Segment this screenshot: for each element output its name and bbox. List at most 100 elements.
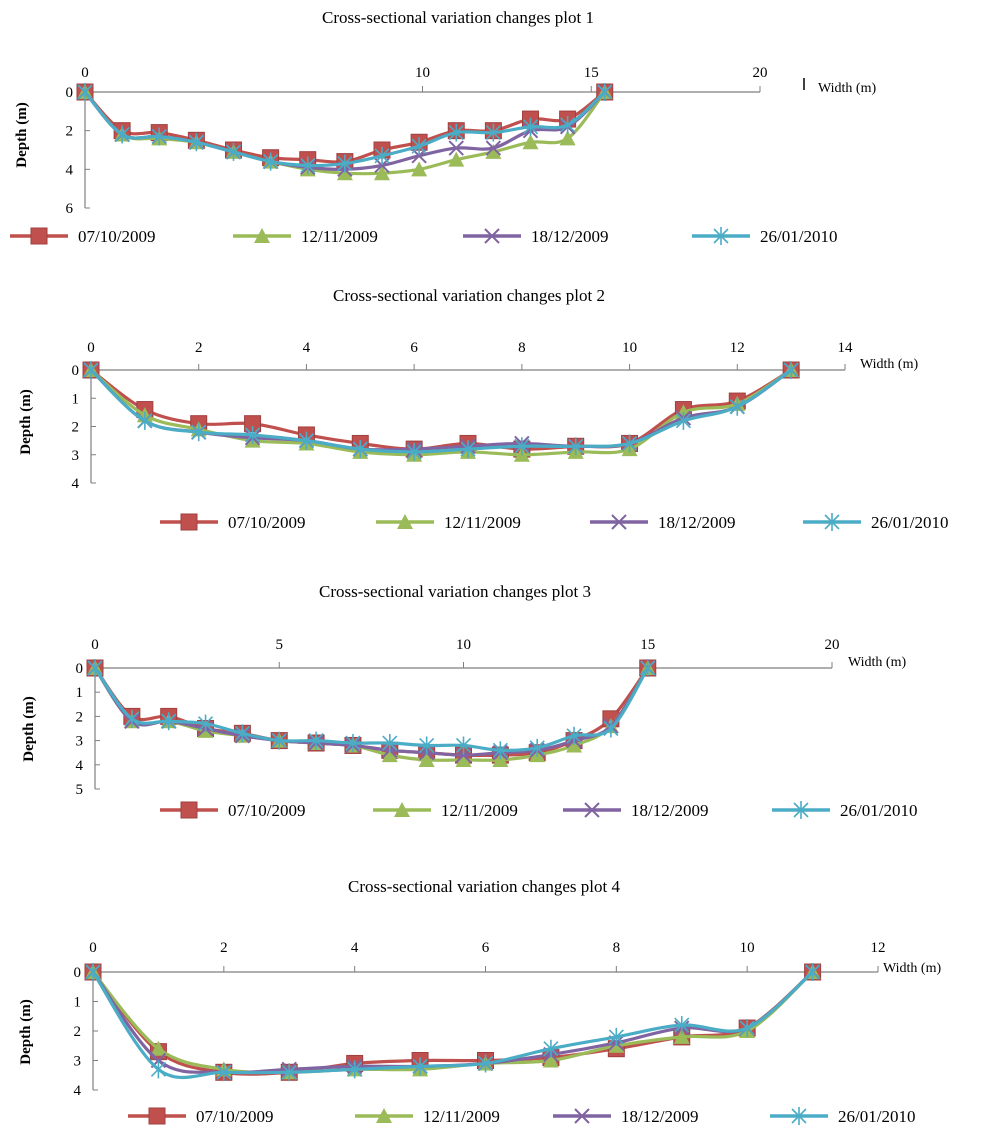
chart-4-legend-item-2: 12/11/2009 — [355, 1107, 500, 1126]
chart-2-y-tick-label: 0 — [72, 363, 80, 379]
legend-label: 07/10/2009 — [78, 227, 155, 246]
chart-1-series-4-point — [485, 123, 501, 142]
chart-2-x-tick-label: 2 — [195, 340, 203, 356]
chart-3-legend-item-1: 07/10/2009 — [160, 801, 305, 820]
chart-1-series-4-point — [114, 125, 130, 144]
chart-1-y-tick-label: 0 — [66, 85, 74, 101]
chart-1-x-tick-label: 20 — [753, 65, 768, 81]
chart-2-series-4-point — [729, 397, 745, 416]
chart-2-y-tick-label: 4 — [72, 476, 80, 492]
chart-4-series-2-point — [542, 1052, 559, 1068]
chart-2-x-tick-label: 14 — [838, 340, 854, 356]
chart-panel-1: Cross-sectional variation changes plot 1… — [14, 8, 876, 168]
chart-4-series-2-point — [673, 1028, 690, 1044]
chart-2-xlabel: Width (m) — [860, 357, 918, 372]
chart-1-series-4-point — [522, 117, 539, 136]
chart-4-x-tick-label: 2 — [220, 940, 228, 956]
chart-4-series-4-point — [805, 963, 821, 981]
legend-label: 18/12/2009 — [531, 227, 608, 246]
chart-4-x-tick-label: 12 — [871, 940, 886, 956]
chart-3-series-4-point — [419, 736, 435, 755]
chart-2-series-4-point — [568, 437, 584, 456]
chart-4-x-tick-label: 8 — [613, 940, 621, 956]
legend-label: 26/01/2010 — [840, 801, 917, 820]
chart-2-series-4-point — [675, 411, 691, 430]
chart-2-title: Cross-sectional variation changes plot 2 — [333, 286, 605, 305]
chart-4-series-4-point — [281, 1063, 297, 1082]
legend-marker — [394, 802, 410, 817]
chart-1-series-4-point — [560, 115, 576, 134]
chart-1-legend-item-4: 26/01/2010 — [692, 227, 837, 246]
chart-3-series-4-point — [603, 719, 619, 738]
chart-1-series-4-point — [374, 146, 390, 165]
chart-3-title: Cross-sectional variation changes plot 3 — [319, 582, 591, 601]
chart-1-series-2-point — [411, 161, 428, 177]
chart-3-x-tick-label: 20 — [825, 637, 840, 653]
chart-1-series-3-point — [448, 140, 464, 156]
chart-2-x-tick-label: 4 — [303, 340, 311, 356]
chart-3-series-4-point — [382, 734, 398, 753]
chart-4-legend-item-4: 26/01/2010 — [770, 1107, 915, 1126]
chart-4-ylabel: Depth (m) — [18, 999, 34, 1064]
chart-4-series-3-line — [91, 970, 814, 1075]
chart-4-series-4-point — [150, 1060, 166, 1079]
legend-marker — [713, 227, 729, 245]
chart-3-y-tick-label: 1 — [76, 685, 84, 701]
chart-1-series-2-point — [448, 151, 465, 167]
chart-3-series-4-point — [455, 736, 472, 755]
chart-4-series-4-point — [412, 1057, 428, 1076]
chart-4-series-4-point — [739, 1019, 755, 1038]
chart-2-series-4-point — [298, 431, 314, 450]
legend-label: 07/10/2009 — [196, 1107, 273, 1126]
chart-3-series-2-point — [418, 751, 435, 767]
chart-4-x-tick-label: 0 — [89, 940, 97, 956]
chart-3-y-tick-label: 2 — [76, 709, 84, 725]
chart-1-series-4-point — [300, 156, 316, 175]
legend-marker — [793, 801, 809, 819]
legend-marker — [484, 228, 500, 244]
chart-3-series-2-point — [492, 751, 509, 767]
chart-3-series-4-point — [161, 712, 177, 731]
chart-4-series-4-point — [347, 1060, 363, 1079]
legend-label: 18/12/2009 — [631, 801, 708, 820]
chart-2-series-4-point — [191, 423, 207, 442]
chart-1-series-4-point — [263, 152, 279, 171]
chart-3-series-4-point — [529, 738, 545, 757]
chart-1-plot: 0 10 15 20 0 2 4 607/10/2009 12/11/2009 18/12/200… — [10, 65, 837, 246]
chart-4-x-tick-label: 4 — [351, 940, 359, 956]
chart-1-series-3-point — [485, 140, 502, 156]
legend-marker — [180, 513, 198, 531]
chart-3-series-4-line — [93, 667, 650, 753]
chart-3-ylabel: Depth (m) — [21, 696, 37, 761]
chart-4-series-2-point — [150, 1040, 167, 1056]
chart-1-series-4-point — [411, 137, 427, 156]
chart-4-series-4-point — [477, 1054, 494, 1073]
chart-4-y-tick-label: 0 — [74, 965, 82, 981]
chart-2-x-tick-label: 10 — [622, 340, 637, 356]
chart-2-x-tick-label: 0 — [87, 340, 95, 356]
chart-1-series-4-point — [597, 83, 613, 101]
chart-3-y-tick-label: 5 — [76, 782, 84, 798]
chart-1-series-4-point — [337, 154, 353, 173]
legend-marker — [574, 1108, 590, 1124]
chart-3-plot: 0 5 10 15 20 0 1 2 3 4 5 07/10/2009 12/11/2009 18/12/… — [76, 637, 918, 820]
chart-3-series-2-point — [455, 751, 472, 767]
legend-label: 12/11/2009 — [423, 1107, 500, 1126]
chart-2-series-4-point — [514, 437, 530, 456]
chart-2-series-4-point — [352, 440, 368, 459]
chart-1-y-tick-label: 2 — [66, 124, 74, 140]
chart-1-series-4-point — [77, 83, 93, 101]
chart-3-series-4-point — [492, 741, 508, 760]
chart-2-y-tick-label: 1 — [72, 391, 80, 407]
chart-1-legend-item-2: 12/11/2009 — [233, 227, 378, 246]
chart-4-y-tick-label: 1 — [74, 995, 82, 1011]
chart-2-x-tick-label: 6 — [410, 340, 418, 356]
chart-3-y-tick-label: 0 — [76, 661, 84, 677]
chart-3-legend-item-4: 26/01/2010 — [772, 801, 917, 820]
legend-label: 18/12/2009 — [658, 513, 735, 532]
chart-panel-4: Cross-sectional variation changes plot 4… — [18, 877, 941, 1065]
chart-3-series-2-point — [566, 737, 583, 753]
chart-2-series-4-point — [406, 442, 422, 461]
